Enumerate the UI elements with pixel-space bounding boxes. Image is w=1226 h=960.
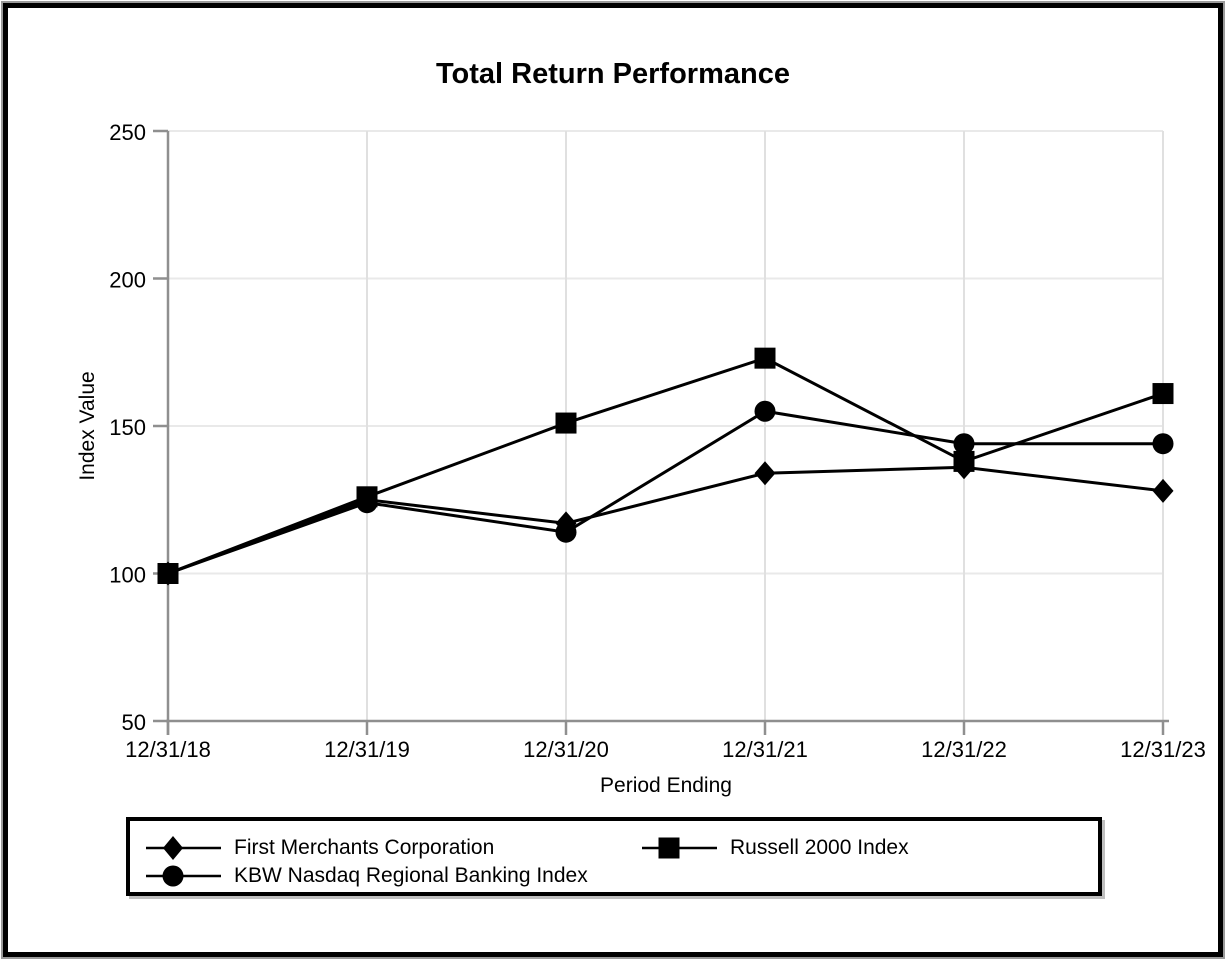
x-tick-label: 12/31/19	[324, 737, 410, 762]
x-tick-label: 12/31/23	[1120, 737, 1206, 762]
data-point-square	[1152, 383, 1174, 405]
legend-label-first-merchants: First Merchants Corporation	[234, 836, 495, 859]
y-tick-label: 100	[109, 563, 146, 588]
data-point-square	[555, 412, 577, 434]
data-point-square	[754, 347, 776, 369]
series-line-square	[167, 356, 1164, 575]
data-point-square	[953, 450, 975, 472]
series-line-circle	[167, 409, 1163, 575]
data-point-diamond	[1152, 478, 1174, 503]
y-tick-label: 200	[109, 268, 146, 293]
data-point-circle	[953, 433, 975, 455]
chart-title: Total Return Performance	[436, 58, 790, 90]
x-tick-label: 12/31/18	[125, 737, 211, 762]
x-tick-label: 12/31/20	[523, 737, 609, 762]
diamond-marker-icon	[146, 836, 221, 860]
chart-legend: First Merchants Corporation Russell 2000…	[126, 817, 1102, 896]
legend-item-first-merchants: First Merchants Corporation	[145, 833, 494, 863]
legend-item-russell-2000: Russell 2000 Index	[641, 833, 909, 863]
square-marker-icon	[642, 837, 717, 859]
x-axis-title: Period Ending	[600, 774, 732, 797]
data-point-circle	[754, 400, 776, 422]
data-point-diamond	[754, 461, 776, 486]
x-tick-label: 12/31/22	[921, 737, 1007, 762]
y-tick-label: 50	[122, 710, 146, 735]
data-point-square	[356, 486, 378, 508]
data-point-circle	[1152, 433, 1174, 455]
y-tick-label: 250	[109, 120, 146, 145]
circle-marker-icon	[146, 865, 221, 887]
data-point-circle	[555, 521, 577, 543]
x-tick-label: 12/31/21	[722, 737, 808, 762]
y-tick-label: 150	[109, 415, 146, 440]
legend-label-russell-2000: Russell 2000 Index	[730, 836, 909, 859]
data-point-square	[157, 563, 179, 584]
legend-label-kbw-nasdaq: KBW Nasdaq Regional Banking Index	[234, 864, 588, 887]
series-line-diamond	[167, 465, 1164, 575]
legend-item-kbw-nasdaq: KBW Nasdaq Regional Banking Index	[145, 861, 588, 891]
